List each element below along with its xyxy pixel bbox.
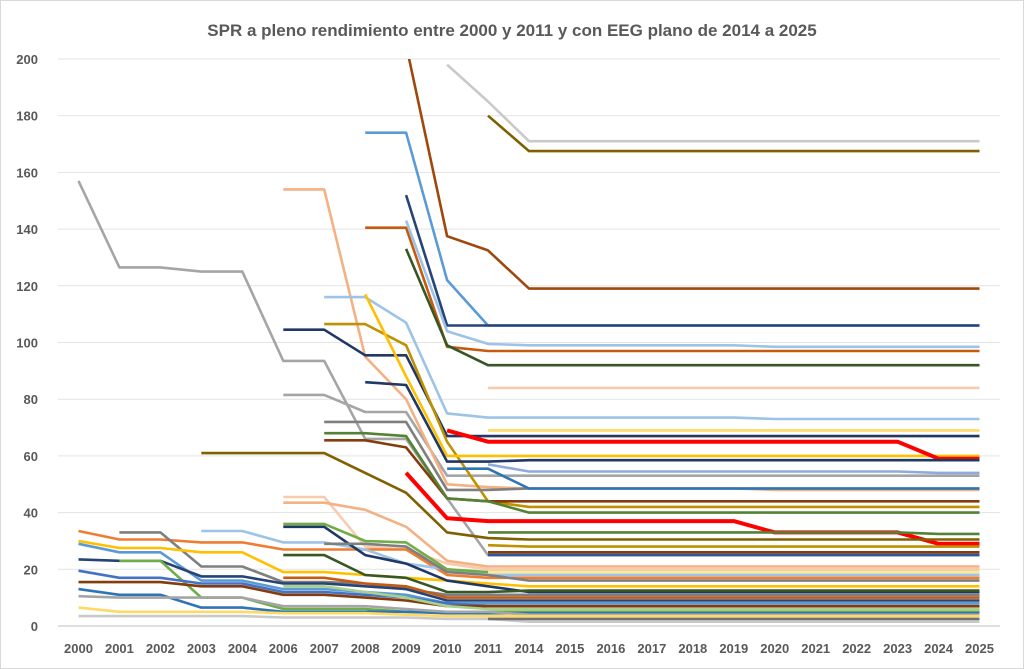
y-tick-label: 100: [16, 336, 38, 351]
series-line-25: [447, 467, 980, 490]
series-line-29: [283, 501, 980, 568]
series-line-12: [283, 328, 980, 438]
x-tick-label: 2006: [269, 641, 298, 656]
series-line-30: [487, 543, 980, 548]
series-line-14: [324, 322, 980, 509]
y-tick-label: 0: [31, 619, 38, 634]
y-tick-label: 40: [24, 506, 38, 521]
series-line-48: [324, 542, 980, 582]
series-line-13: [324, 295, 980, 421]
x-tick-label: 2010: [433, 641, 462, 656]
x-tick-label: 2021: [801, 641, 830, 656]
series-line-36: [78, 542, 980, 605]
x-tick-label: 2007: [310, 641, 339, 656]
series-line-43: [78, 606, 980, 618]
x-tick-label: 2008: [351, 641, 380, 656]
x-axis-ticks: 2000 2001 2002 2003 2004 2006 2007 2008 2009 2010…: [64, 641, 994, 656]
y-tick-label: 140: [16, 222, 38, 237]
series-line-21: [201, 451, 980, 541]
series-line-38: [119, 559, 980, 614]
x-tick-label: 2023: [883, 641, 912, 656]
series-line-3: [446, 63, 980, 143]
y-tick-label: 80: [24, 392, 38, 407]
series-line-41: [78, 587, 980, 615]
y-axis-ticks: 0 20 40 60 80 100 120 140 160 180 200: [16, 52, 38, 634]
series-line-42: [78, 594, 980, 616]
series-line-33: [78, 529, 980, 580]
series-line-40: [78, 580, 980, 608]
series-line-15: [364, 293, 980, 458]
x-tick-label: 2004: [228, 641, 258, 656]
series-line-9: [404, 220, 980, 349]
gridlines: [58, 58, 1000, 627]
x-tick-label: 2001: [105, 641, 134, 656]
series-line-4: [487, 114, 980, 153]
x-tick-label: 2024: [924, 641, 954, 656]
x-tick-label: 2017: [637, 641, 666, 656]
x-tick-label: 2002: [146, 641, 175, 656]
x-tick-label: 2011: [474, 641, 502, 656]
series-line-22: [324, 439, 980, 503]
x-tick-label: 2016: [596, 641, 625, 656]
series-line-34: [119, 531, 980, 597]
y-tick-label: 180: [16, 109, 38, 124]
x-tick-label: 2022: [842, 641, 871, 656]
y-tick-label: 60: [24, 449, 38, 464]
series-line-18: [446, 428, 980, 461]
series-line-51: [283, 553, 980, 594]
series-line-7: [365, 226, 980, 353]
series-line-47: [283, 525, 980, 594]
series-line-23: [324, 431, 980, 514]
x-tick-label: 2019: [719, 641, 748, 656]
y-tick-label: 160: [16, 165, 38, 180]
series-line-37: [78, 558, 980, 602]
series-line-20: [365, 380, 980, 463]
x-tick-label: 2000: [64, 641, 93, 656]
series-lines: [77, 59, 980, 623]
x-tick-label: 2003: [187, 641, 216, 656]
x-tick-label: 2014: [515, 641, 545, 656]
y-tick-label: 20: [24, 562, 38, 577]
x-tick-label: 2020: [760, 641, 789, 656]
series-line-35: [78, 539, 980, 588]
y-tick-label: 200: [16, 52, 38, 67]
series-line-2: [283, 393, 980, 477]
series-line-8: [404, 194, 980, 327]
series-line-26: [487, 463, 980, 475]
series-line-49: [283, 585, 980, 611]
series-line-1: [77, 180, 980, 557]
series-line-5: [407, 59, 980, 290]
x-tick-label: 2025: [965, 641, 994, 656]
x-tick-label: 2009: [392, 641, 421, 656]
chart-title: SPR a pleno rendimiento entre 2000 y 201…: [207, 21, 816, 40]
series-line-27: [488, 531, 980, 536]
y-tick-label: 120: [16, 279, 38, 294]
x-tick-label: 2015: [555, 641, 584, 656]
series-line-50: [283, 576, 980, 599]
series-line-44: [78, 614, 980, 623]
x-tick-label: 2018: [678, 641, 707, 656]
series-line-10: [404, 248, 980, 367]
